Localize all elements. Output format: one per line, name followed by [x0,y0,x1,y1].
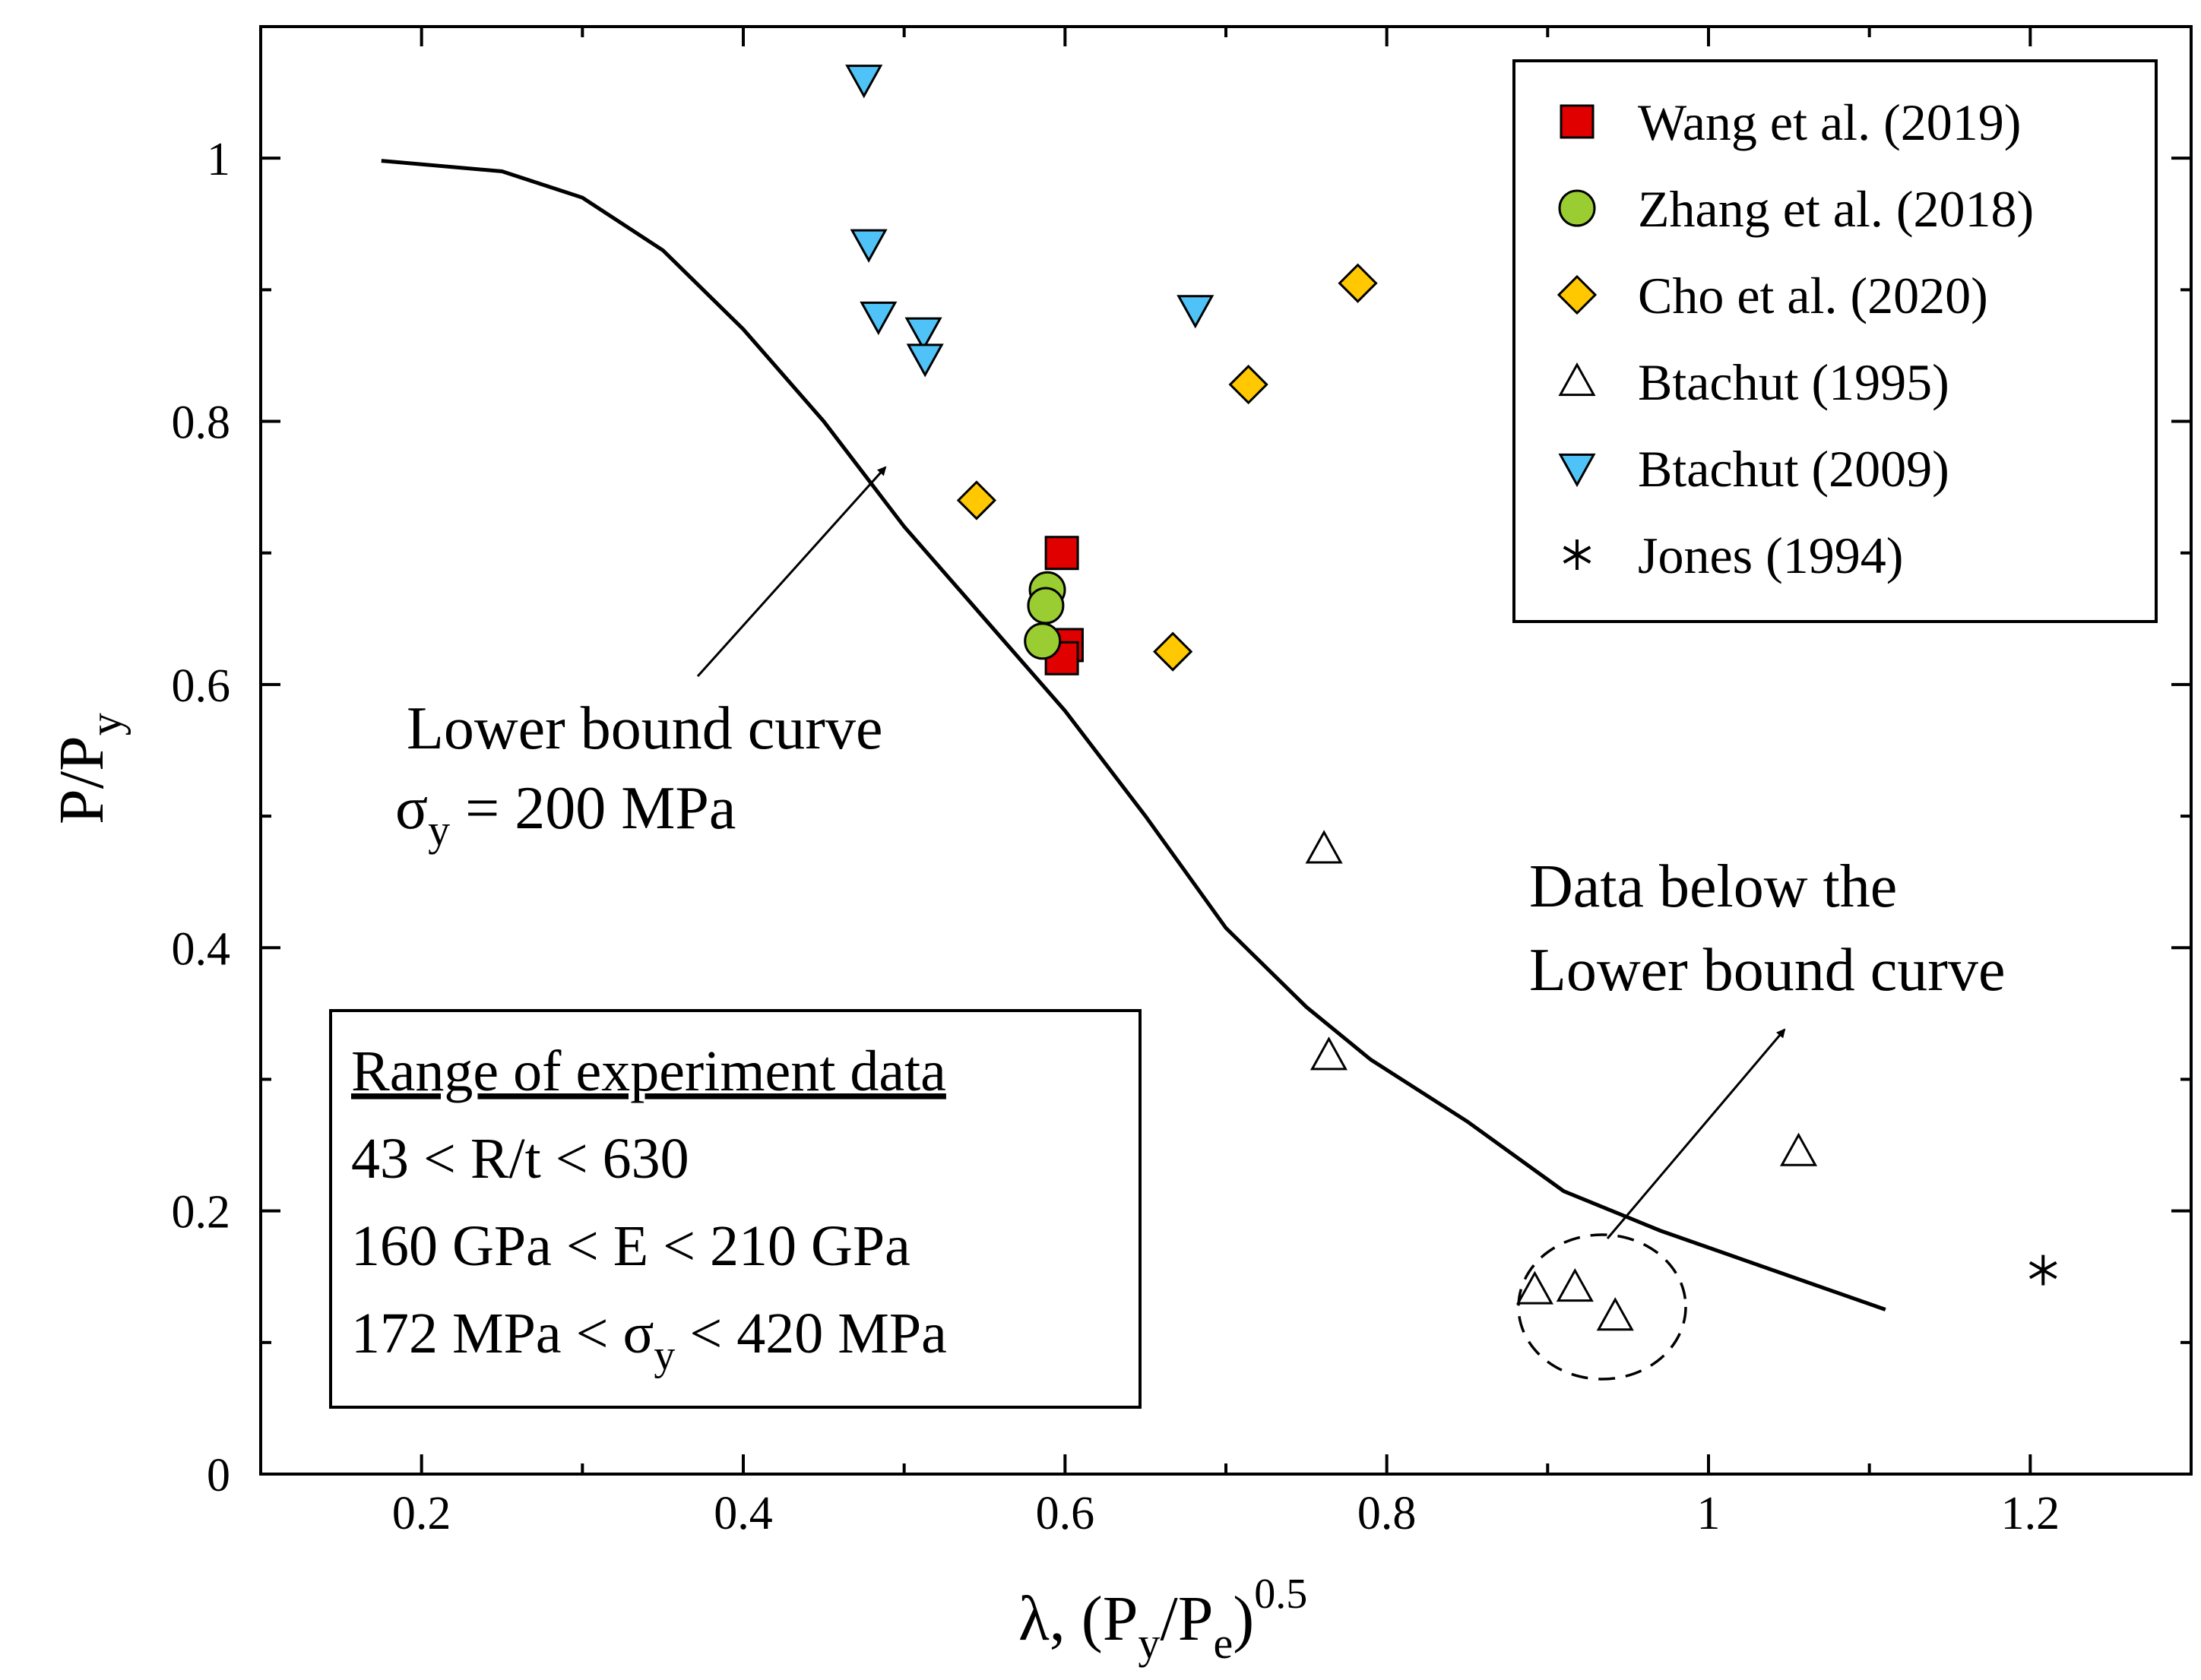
x-title-close: ) [1233,1584,1254,1654]
x-tick-label: 0.4 [714,1488,773,1539]
range-box-line-2: 160 GPa < E < 210 GPa [351,1214,910,1278]
sigma-value: = 200 MPa [450,775,736,842]
legend-label-3: Btachut (1995) [1638,353,1949,411]
data-point-series-4 [904,317,942,351]
data-point-series-2 [1153,631,1193,672]
below-curve-ellipse [1517,1233,1687,1381]
data-point-series-3 [1596,1297,1634,1331]
data-point-series-1 [1024,622,1062,660]
range-line3-post: < 420 MPa [675,1302,946,1365]
data-point-series-4 [1177,295,1215,329]
range-box-title: Range of experiment data [351,1039,946,1103]
y-tick-labels: 0 0.2 0.4 0.6 0.8 1 [172,134,231,1501]
legend-marker-1 [1558,189,1596,227]
data-point-series-3 [1310,1036,1348,1071]
data-point-series-3 [1515,1270,1553,1305]
asterisk-stroke [1563,546,1591,564]
sigma-symbol: σ [395,775,428,842]
y-tick-label: 0.2 [172,1187,231,1239]
range-box-line-1: 43 < R/t < 630 [351,1127,689,1191]
legend-label-5: Jones (1994) [1638,527,1903,584]
legend-label-2: Cho et al. (2020) [1638,267,1988,324]
legend-items: Wang et al. (2019) Zhang et al. (2018) Cho… [1557,93,2034,584]
y-tick-label: 0.8 [172,397,231,449]
y-tick-label: 1 [207,134,230,185]
data-point-series-3 [1779,1132,1818,1166]
range-box-line-3: 172 MPa < σy < 420 MPa [351,1302,947,1379]
legend-marker-3 [1558,362,1596,397]
y-tick-label: 0.4 [172,923,231,975]
x-title-main: λ, (P [1018,1584,1138,1654]
x-axis-title: λ, (Py/Pe)0.5 [1018,1571,1307,1668]
data-point-series-0 [1044,536,1079,571]
data-points [845,65,2057,1331]
data-point-series-4 [845,65,883,99]
y-axis-title: P/Py [46,713,131,824]
asterisk-stroke [2028,1261,2057,1280]
data-point-series-2 [956,480,997,520]
data-point-series-5 [2028,1254,2057,1286]
legend-marker-2 [1557,274,1598,315]
sigma-label: σy = 200 MPa [395,775,736,855]
data-point-series-3 [1556,1267,1594,1302]
x-title-mid: /P [1160,1584,1213,1654]
x-tick-label: 1 [1697,1488,1721,1539]
legend-marker-4 [1558,453,1596,488]
x-tick-label: 0.2 [392,1488,451,1539]
data-point-series-4 [860,301,898,336]
legend-marker-0 [1560,104,1595,139]
x-title-sub1: y [1138,1618,1160,1668]
x-title-sub2: e [1213,1618,1233,1668]
lower-bound-label: Lower bound curve [407,695,882,762]
y-tick-label: 0 [207,1450,230,1501]
legend-frame [1512,59,2158,623]
data-point-series-3 [1305,830,1343,864]
x-tick-label: 0.8 [1357,1488,1417,1539]
lower-bound-arrow [696,466,887,678]
y-tick-label: 0.6 [172,660,231,712]
data-point-series-4 [906,343,944,378]
legend-label-4: Btachut (2009) [1638,440,1949,498]
legend-label-1: Zhang et al. (2018) [1638,180,2034,238]
sigma-subscript: y [428,805,450,855]
data-point-series-1 [1027,587,1065,625]
x-tick-label: 1.2 [2001,1488,2060,1539]
legend-marker-5 [1563,539,1591,570]
range-box: Range of experiment data 43 < R/t < 630 … [329,1009,1142,1409]
y-title-main: P/P [46,736,117,824]
data-point-series-2 [1338,263,1378,303]
range-line3-pre: 172 MPa < σ [351,1302,654,1365]
below-curve-label-2: Lower bound curve [1529,937,2005,1004]
legend-label-0: Wang et al. (2019) [1638,93,2021,151]
range-box-frame [329,1009,1142,1409]
data-point-series-4 [850,229,888,263]
x-title-sup: 0.5 [1254,1571,1307,1618]
axis-ticks [259,25,2193,1476]
legend: Wang et al. (2019) Zhang et al. (2018) Cho… [1512,59,2158,623]
range-line3-sub: y [654,1332,675,1379]
below-curve-label-1: Data below the [1529,853,1897,920]
lower-bound-curve-line [381,159,1886,1311]
x-tick-label: 0.6 [1036,1488,1095,1539]
below-curve-arrow [1606,1028,1786,1239]
y-title-sub: y [81,713,131,736]
data-point-series-2 [1228,364,1268,405]
x-tick-labels: 0.2 0.4 0.6 0.8 1 1.2 [392,1488,2060,1539]
